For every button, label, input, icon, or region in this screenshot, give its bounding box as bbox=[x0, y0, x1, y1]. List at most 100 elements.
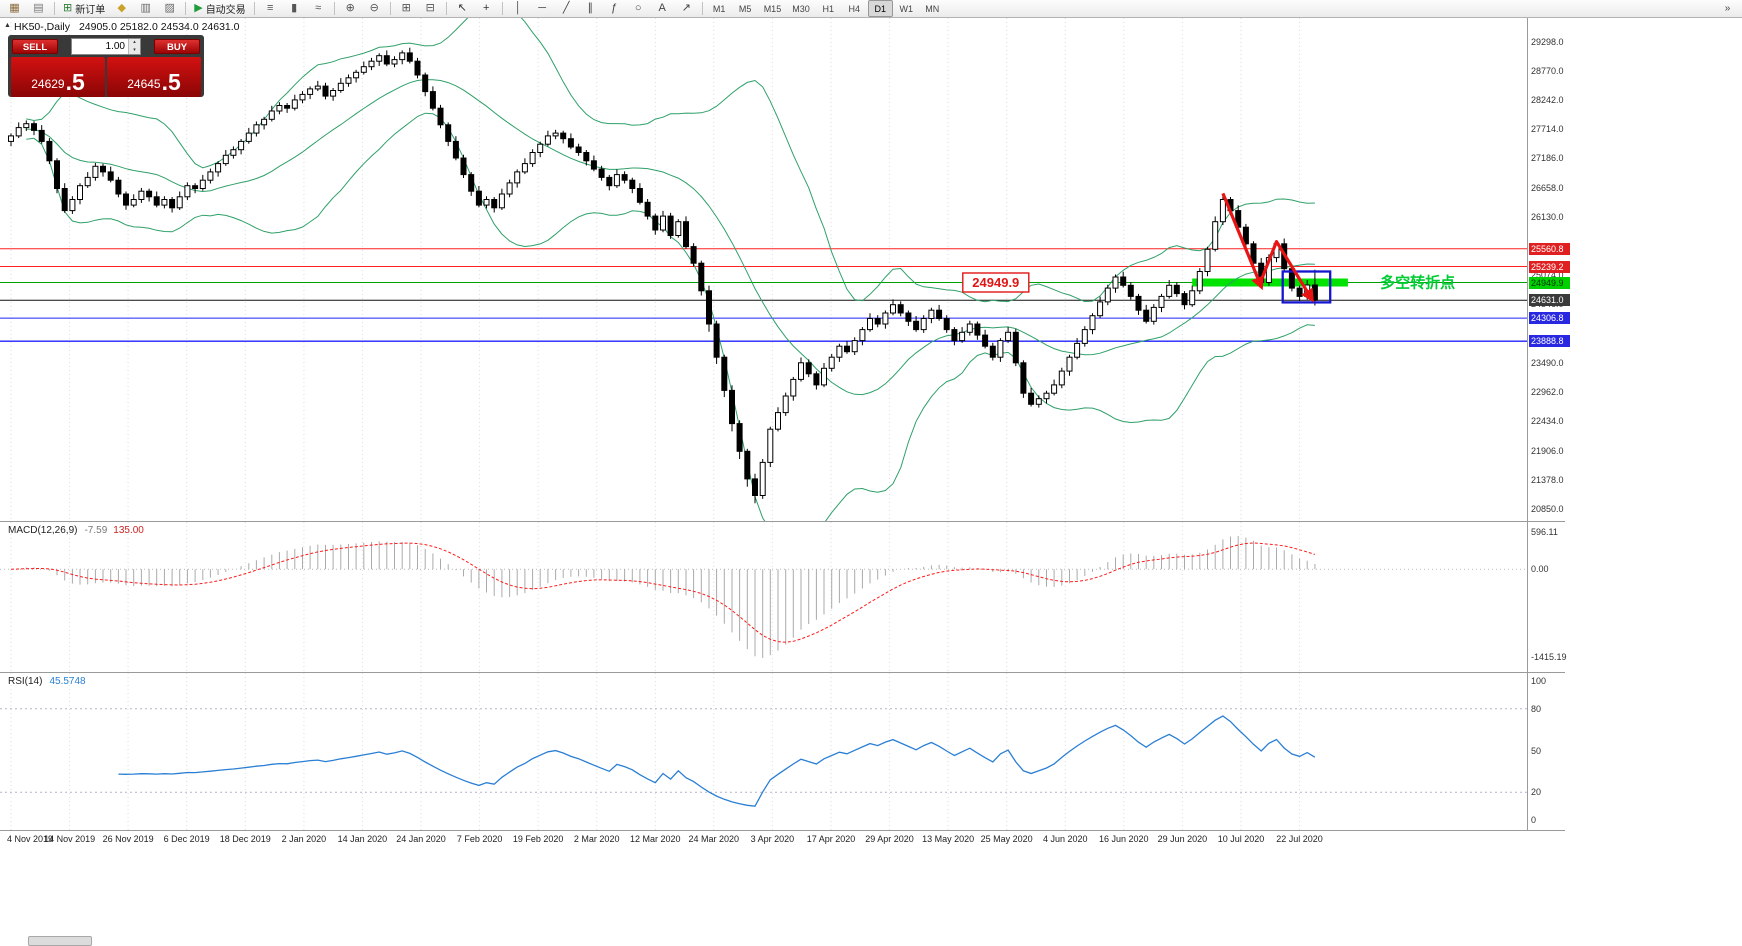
one-click-trading-panel: SELL ▴ ▾ BUY 24629 .5 24645 .5 bbox=[8, 35, 204, 97]
zoom-in-icon[interactable]: ⊕ bbox=[339, 0, 362, 17]
toolbar-separator bbox=[701, 2, 703, 15]
date-label: 2 Mar 2020 bbox=[573, 834, 620, 844]
market-watch-icon[interactable]: ▥ bbox=[134, 0, 157, 17]
main-toolbar: ▦ ▤ ⊞ 新订单 ◆ ▥ ▨ ▶ 自动交易 ≡ ▮ ≈ ⊕ ⊖ ⊞ ⊟ ↖ + │ ─ ╱ ∥ ƒ ○ A ↗ M1 M5 M15 M3… bbox=[0, 0, 1742, 18]
timeframe-D1[interactable]: D1 bbox=[867, 0, 893, 17]
date-label: 29 Apr 2020 bbox=[865, 834, 914, 844]
sell-price-frac: .5 bbox=[65, 69, 85, 95]
toolbar-separator bbox=[54, 2, 55, 15]
cascade-windows-icon[interactable]: ⊟ bbox=[419, 0, 442, 17]
autotrade-button[interactable]: ▶ 自动交易 bbox=[190, 0, 249, 17]
rsi-name: RSI(14) bbox=[8, 676, 43, 687]
price-axis-label: 28242.0 bbox=[1531, 94, 1564, 105]
toolbar-separator bbox=[501, 2, 503, 15]
autotrade-button-label: 自动交易 bbox=[205, 5, 246, 16]
price-marker: 24631.0 bbox=[1529, 294, 1570, 307]
buy-price-frac: .5 bbox=[161, 69, 181, 95]
rsi-axis-label: 20 bbox=[1531, 787, 1542, 798]
new-order-icon: ⊞ bbox=[63, 2, 73, 14]
horizontal-scrollbar-thumb[interactable] bbox=[28, 936, 92, 946]
arrows-tool-icon: ↗ bbox=[681, 2, 691, 14]
cascade-windows-icon: ⊟ bbox=[425, 2, 435, 14]
timeframe-M5[interactable]: M5 bbox=[738, 3, 752, 14]
channel-icon[interactable]: ∥ bbox=[579, 0, 602, 17]
timeframe-M1[interactable]: M1 bbox=[712, 3, 726, 14]
price-axis-label: 28770.0 bbox=[1531, 65, 1564, 76]
price-axis-label: 29298.0 bbox=[1531, 36, 1564, 47]
price-axis-label: 23490.0 bbox=[1531, 357, 1564, 368]
shapes-icon[interactable]: ○ bbox=[627, 0, 650, 17]
svg-text:24949.9: 24949.9 bbox=[972, 275, 1019, 290]
timeframe-W1[interactable]: W1 bbox=[899, 3, 913, 14]
volume-up-icon[interactable]: ▴ bbox=[129, 39, 140, 47]
toolbar-overflow-icon[interactable]: » bbox=[1724, 3, 1731, 14]
macd-axis-label: 0.00 bbox=[1531, 564, 1549, 575]
new-order-button[interactable]: ⊞ 新订单 bbox=[59, 0, 109, 17]
fibonacci-icon[interactable]: ƒ bbox=[603, 0, 626, 17]
timeframe-MN[interactable]: MN bbox=[925, 3, 940, 14]
macd-chart[interactable] bbox=[0, 522, 1527, 672]
buy-price-main: 24645 bbox=[127, 77, 161, 91]
zoom-out-icon[interactable]: ⊖ bbox=[363, 0, 386, 17]
rsi-axis-label: 80 bbox=[1531, 703, 1542, 714]
price-chart[interactable]: 24949.9 多空转折点 bbox=[0, 18, 1527, 521]
date-label: 7 Feb 2020 bbox=[456, 834, 503, 844]
symbols-icon[interactable]: ◆ bbox=[110, 0, 133, 17]
vertical-line-icon[interactable]: │ bbox=[507, 0, 530, 17]
text-label-icon[interactable]: A bbox=[651, 0, 674, 17]
date-label: 24 Mar 2020 bbox=[688, 834, 740, 844]
date-label: 10 Jul 2020 bbox=[1217, 834, 1265, 844]
timeframe-H1[interactable]: H1 bbox=[822, 3, 834, 14]
cursor-icon[interactable]: ↖ bbox=[451, 0, 474, 17]
timeframe-H4[interactable]: H4 bbox=[848, 3, 860, 14]
chart-ohlc-values: 24905.0 25182.0 24534.0 24631.0 bbox=[78, 21, 240, 33]
trendline-icon[interactable]: ╱ bbox=[555, 0, 578, 17]
price-marker: 24306.8 bbox=[1529, 312, 1570, 325]
date-label: 12 Mar 2020 bbox=[630, 834, 681, 844]
date-label: 16 Jun 2020 bbox=[1099, 834, 1149, 844]
bar-chart-icon[interactable]: ≡ bbox=[259, 0, 282, 17]
crosshair-icon[interactable]: + bbox=[475, 0, 498, 17]
horizontal-line-icon[interactable]: ─ bbox=[531, 0, 554, 17]
data-window-icon[interactable]: ▨ bbox=[158, 0, 181, 17]
timeframe-M15[interactable]: M15 bbox=[763, 3, 782, 14]
timeframe-M30[interactable]: M30 bbox=[792, 3, 810, 14]
volume-input[interactable] bbox=[72, 39, 128, 54]
price-axis: 29298.0 28770.0 28242.0 27714.0 27186.0 26658… bbox=[1528, 0, 1588, 850]
date-label: 25 May 2020 bbox=[980, 834, 1033, 844]
sell-button[interactable]: SELL bbox=[12, 39, 58, 54]
text-label-icon: A bbox=[658, 2, 666, 14]
toolbar-separator bbox=[185, 2, 187, 15]
tile-windows-icon[interactable]: ⊞ bbox=[395, 0, 418, 17]
cursor-icon: ↖ bbox=[457, 2, 467, 14]
price-marker: 25239.2 bbox=[1529, 260, 1570, 273]
channel-icon: ∥ bbox=[587, 2, 593, 14]
zoom-in-icon: ⊕ bbox=[345, 2, 355, 14]
panel-separator[interactable] bbox=[0, 521, 1565, 522]
toolbar-separator bbox=[445, 2, 447, 15]
panel-separator[interactable] bbox=[0, 672, 1565, 673]
date-label: 19 Feb 2020 bbox=[512, 834, 564, 844]
date-label: 4 Nov 2019 bbox=[6, 834, 54, 844]
buy-price[interactable]: 24645 .5 bbox=[107, 57, 201, 97]
toolbar-separator bbox=[333, 2, 335, 15]
buy-button[interactable]: BUY bbox=[154, 39, 200, 54]
line-chart-icon[interactable]: ≈ bbox=[307, 0, 330, 17]
arrows-tool-icon[interactable]: ↗ bbox=[675, 0, 698, 17]
date-label: 22 Jul 2020 bbox=[1276, 834, 1323, 844]
rsi-chart[interactable] bbox=[0, 673, 1527, 830]
sell-price-main: 24629 bbox=[31, 77, 65, 91]
symbol-marker-icon: ▲ bbox=[4, 22, 11, 29]
fibonacci-icon: ƒ bbox=[611, 2, 618, 14]
price-marker: 24949.9 bbox=[1529, 276, 1570, 289]
date-label: 14 Nov 2019 bbox=[44, 834, 96, 844]
date-axis: 4 Nov 2019 14 Nov 2019 26 Nov 2019 6 Dec 20… bbox=[0, 831, 1527, 848]
new-chart-icon[interactable]: ▦ bbox=[3, 0, 26, 17]
profiles-icon[interactable]: ▤ bbox=[27, 0, 50, 17]
candlestick-chart-icon: ▮ bbox=[291, 2, 298, 14]
sell-price[interactable]: 24629 .5 bbox=[11, 57, 105, 97]
new-order-button-label: 新订单 bbox=[75, 5, 106, 16]
candlestick-chart-icon[interactable]: ▮ bbox=[283, 0, 306, 17]
volume-down-icon[interactable]: ▾ bbox=[129, 46, 140, 54]
date-label: 29 Jun 2020 bbox=[1157, 834, 1208, 844]
